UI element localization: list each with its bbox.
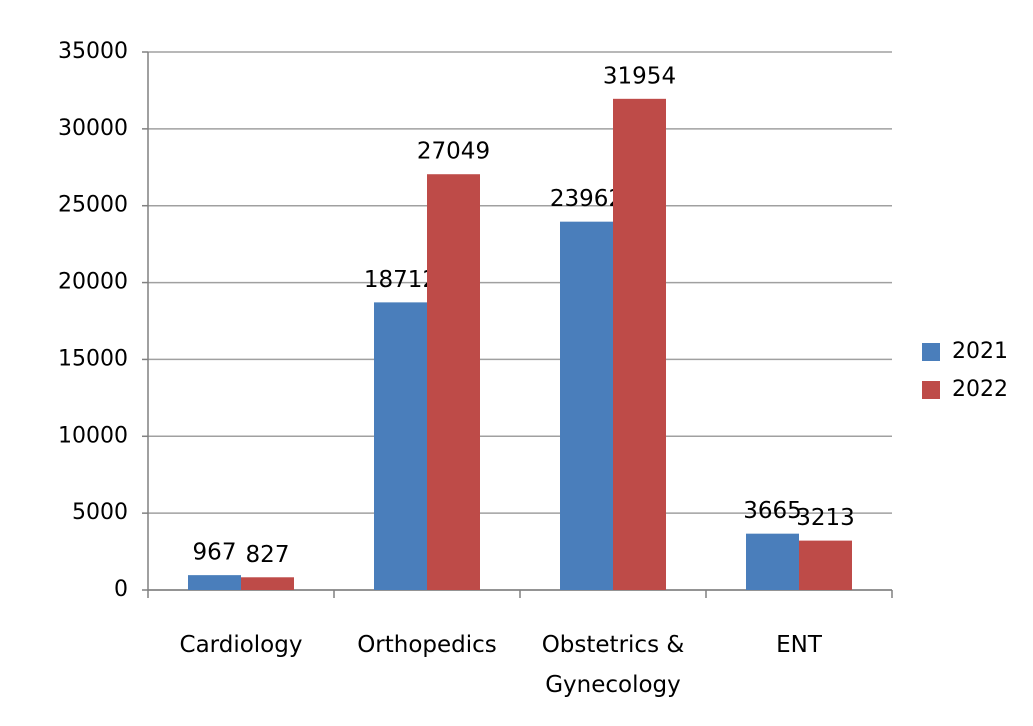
legend-swatch	[922, 381, 940, 399]
y-tick-label: 35000	[58, 39, 128, 64]
legend-label: 2022	[952, 377, 1008, 402]
bar	[613, 98, 666, 590]
bar	[799, 540, 852, 590]
bar	[241, 577, 294, 590]
data-label: 3213	[796, 505, 855, 531]
y-tick-label: 15000	[58, 346, 128, 371]
data-label: 967	[193, 540, 237, 566]
bar	[188, 575, 241, 590]
y-tick-label: 25000	[58, 193, 128, 218]
y-tick-label: 30000	[58, 116, 128, 141]
y-tick-label: 20000	[58, 270, 128, 295]
x-tick-label: Orthopedics	[357, 632, 497, 658]
x-tick-label: Obstetrics & Gynecology	[541, 632, 685, 698]
bar	[427, 174, 480, 590]
data-label: 3665	[743, 498, 802, 524]
data-label: 827	[246, 542, 290, 568]
x-tick-label: Cardiology	[179, 632, 303, 658]
y-tick-label: 0	[114, 577, 128, 602]
data-label: 18712	[364, 267, 437, 293]
legend-label: 2021	[952, 339, 1008, 364]
y-tick-label: 10000	[58, 423, 128, 448]
x-tick-label: ENT	[776, 632, 822, 658]
data-label: 27049	[417, 139, 490, 165]
data-label: 23962	[550, 186, 623, 212]
legend-swatch	[922, 343, 940, 361]
bar	[746, 533, 799, 590]
data-label: 31954	[603, 63, 676, 89]
bar	[374, 302, 427, 590]
y-tick-label: 5000	[72, 500, 128, 525]
bar	[560, 221, 613, 590]
